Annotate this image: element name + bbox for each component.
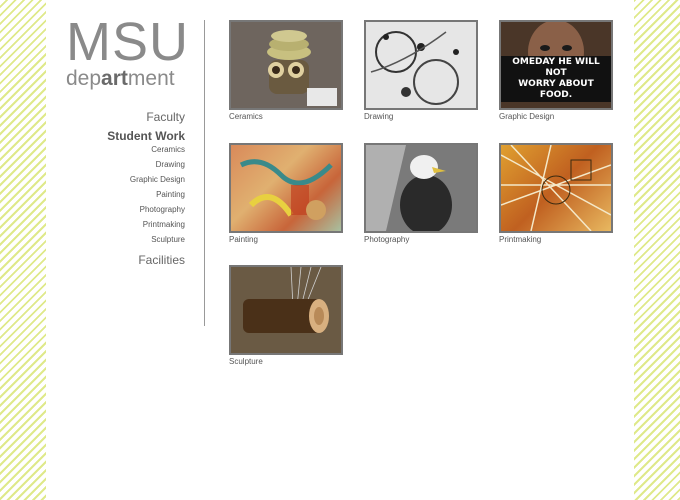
sidebar-nav: Faculty Student Work Ceramics Drawing Gr…	[46, 110, 185, 267]
photography-caption: Photography	[364, 235, 410, 244]
painting-caption: Painting	[229, 235, 258, 244]
graphic-design-caption: Graphic Design	[499, 112, 555, 121]
nav-painting[interactable]: Painting	[156, 190, 185, 199]
poster-text: OMEDAY HE WILL NOT WORRY ABOUT FOOD.	[501, 56, 611, 102]
graphic-design-thumbnail: OMEDAY HE WILL NOT WORRY ABOUT FOOD.	[499, 20, 613, 110]
tile-sculpture[interactable]: Sculpture	[229, 265, 343, 367]
vertical-divider	[204, 20, 205, 326]
nav-printmaking[interactable]: Printmaking	[142, 220, 185, 229]
nav-photography[interactable]: Photography	[139, 205, 185, 214]
drawing-caption: Drawing	[364, 112, 394, 121]
printmaking-thumbnail	[499, 143, 613, 233]
printmaking-caption: Printmaking	[499, 235, 542, 244]
tile-drawing[interactable]: Drawing	[364, 20, 478, 122]
logo-department: department	[66, 67, 175, 90]
ceramics-caption: Ceramics	[229, 112, 263, 121]
nav-student-work[interactable]: Student Work	[107, 129, 185, 143]
tile-photography[interactable]: Photography	[364, 143, 478, 245]
sculpture-thumbnail	[229, 265, 343, 355]
tile-printmaking[interactable]: Printmaking	[499, 143, 613, 245]
logo[interactable]: MSU department	[66, 12, 196, 90]
photography-thumbnail	[364, 143, 478, 233]
nav-drawing[interactable]: Drawing	[155, 160, 185, 169]
logo-msu: MSU	[66, 12, 189, 72]
drawing-thumbnail	[364, 20, 478, 110]
nav-ceramics[interactable]: Ceramics	[151, 145, 185, 154]
nav-graphic-design[interactable]: Graphic Design	[129, 175, 185, 184]
tile-graphic-design[interactable]: OMEDAY HE WILL NOT WORRY ABOUT FOOD. Gra…	[499, 20, 613, 122]
tile-ceramics[interactable]: Ceramics	[229, 20, 343, 122]
sculpture-caption: Sculpture	[229, 357, 263, 366]
tile-painting[interactable]: Painting	[229, 143, 343, 245]
page-content: MSU department Faculty Student Work Cera…	[46, 0, 634, 500]
painting-thumbnail	[229, 143, 343, 233]
nav-sculpture[interactable]: Sculpture	[151, 235, 185, 244]
ceramics-thumbnail	[229, 20, 343, 110]
nav-faculty[interactable]: Faculty	[146, 110, 185, 124]
nav-facilities[interactable]: Facilities	[138, 253, 185, 267]
